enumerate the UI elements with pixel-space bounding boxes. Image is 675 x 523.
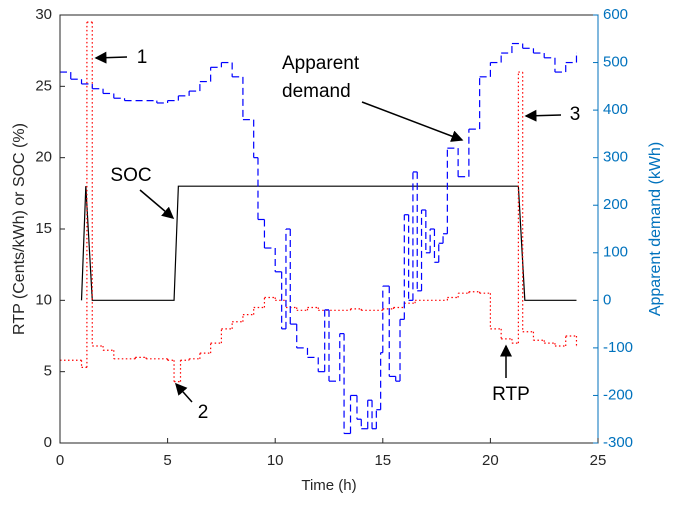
y-tick-label: 30 bbox=[35, 6, 52, 23]
arrow bbox=[524, 109, 562, 122]
y2-tick-label: 600 bbox=[603, 6, 628, 23]
arrow bbox=[94, 51, 128, 64]
y-tick-label: 25 bbox=[35, 77, 52, 94]
arrow bbox=[139, 189, 175, 219]
x-tick-label: 0 bbox=[56, 452, 64, 469]
arrow bbox=[175, 382, 193, 403]
y-tick-label: 0 bbox=[44, 434, 52, 451]
y-axis-label: RTP (Cents/kWh) or SOC (%) bbox=[11, 123, 28, 335]
y2-tick-label: 100 bbox=[603, 244, 628, 261]
y2-tick-label: -300 bbox=[603, 434, 633, 451]
x-tick-label: 10 bbox=[267, 452, 284, 469]
y2-axis-label: Apparent demand (kWh) bbox=[647, 142, 664, 316]
y2-tick-label: 300 bbox=[603, 149, 628, 166]
x-tick-label: 25 bbox=[590, 452, 607, 469]
series-label: Apparent demand bbox=[282, 53, 360, 102]
x-tick-label: 5 bbox=[163, 452, 171, 469]
annotation: 1 bbox=[137, 47, 148, 68]
y2-tick-label: 200 bbox=[603, 196, 628, 213]
y2-tick-label: 0 bbox=[603, 291, 611, 308]
annotation: 2 bbox=[198, 402, 209, 423]
plot-area bbox=[60, 21, 578, 435]
x-tick-label: 20 bbox=[482, 452, 499, 469]
y-tick-label: 15 bbox=[35, 220, 52, 237]
y2-tick-label: 500 bbox=[603, 54, 628, 71]
y-tick-label: 10 bbox=[35, 291, 52, 308]
x-axis-label: Time (h) bbox=[301, 477, 356, 494]
y2-tick-label: -200 bbox=[603, 386, 633, 403]
y2-tick-label: 400 bbox=[603, 101, 628, 118]
y-tick-label: 5 bbox=[44, 363, 52, 380]
annotation: 3 bbox=[570, 104, 581, 125]
series-line bbox=[80, 185, 577, 301]
y2-tick-label: -100 bbox=[603, 339, 633, 356]
series-label: RTP bbox=[492, 384, 530, 405]
arrow bbox=[361, 101, 464, 142]
series-label: SOC bbox=[110, 165, 151, 186]
x-tick-label: 15 bbox=[374, 452, 391, 469]
y-tick-label: 20 bbox=[35, 149, 52, 166]
